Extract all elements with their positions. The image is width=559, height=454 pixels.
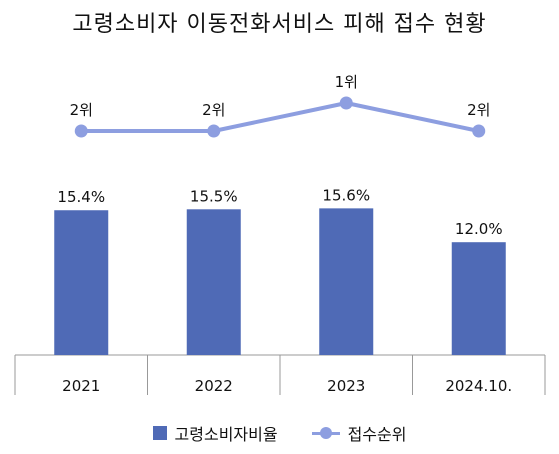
rank-data-label: 1위: [335, 73, 358, 91]
rank-line: [81, 101, 480, 133]
legend-item-line: 접수순위: [311, 421, 407, 445]
legend-bar-label: 고령소비자비율: [174, 425, 278, 444]
rank-point: [74, 124, 88, 138]
legend-bar-swatch: [152, 426, 167, 440]
bar: [54, 210, 109, 355]
legend-line-label: 접수순위: [347, 425, 407, 444]
bar-data-label: 15.6%: [322, 186, 370, 204]
chart-title: 고령소비자 이동전화서비스 피해 접수 현황: [72, 12, 487, 37]
bar-data-label: 15.5%: [190, 187, 238, 205]
bar: [451, 242, 506, 355]
rank-point: [339, 96, 353, 110]
x-tick-label: 2022: [195, 377, 233, 395]
x-tick-label: 2021: [62, 377, 100, 395]
rank-data-label: 2위: [202, 101, 225, 119]
rank-point: [472, 124, 486, 138]
bar-data-label: 15.4%: [57, 188, 105, 206]
rank-data-label: 2위: [467, 101, 490, 119]
rank-point: [207, 124, 221, 138]
rank-data-label: 2위: [70, 101, 93, 119]
bar: [186, 209, 241, 355]
legend-item-bar: 고령소비자비율: [152, 421, 278, 445]
legend: 고령소비자비율 접수순위: [0, 421, 559, 445]
bar: [319, 208, 374, 355]
x-tick-label: 2023: [327, 377, 365, 395]
x-tick-label: 2024.10.: [445, 377, 512, 395]
bar-data-label: 12.0%: [455, 220, 503, 238]
legend-line-swatch: [311, 426, 340, 440]
